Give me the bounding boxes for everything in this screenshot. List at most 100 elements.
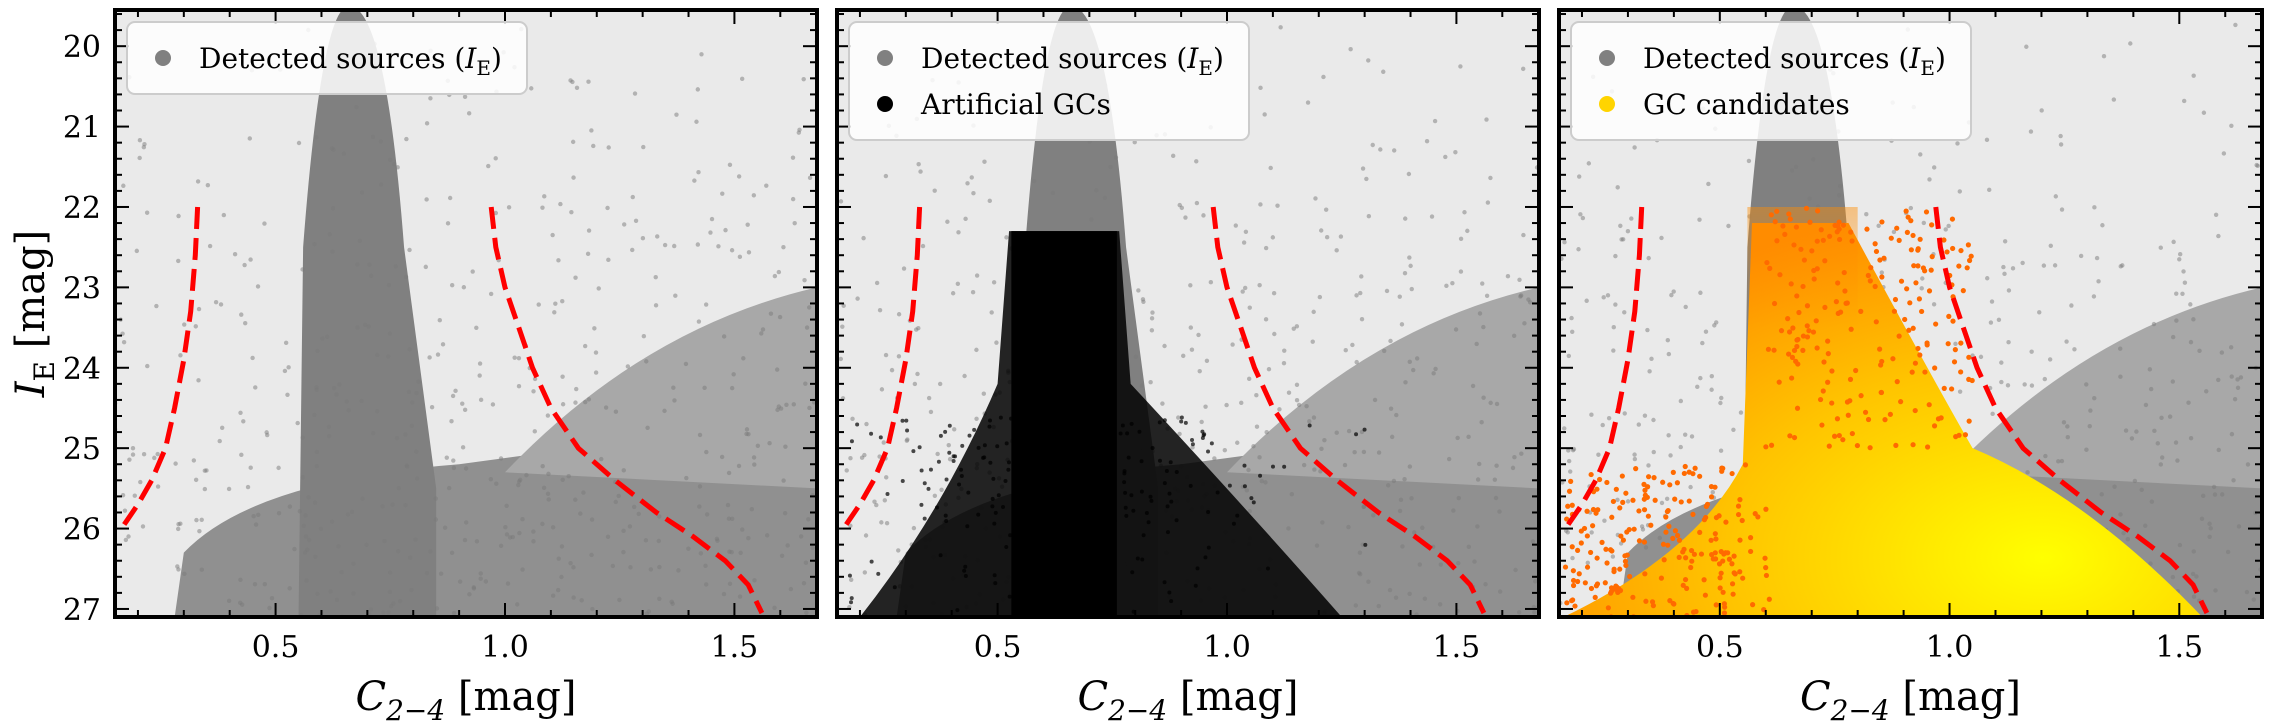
detected-source-point [1718,448,1724,453]
detected-source-point [474,325,479,330]
detected-source-point [752,578,757,583]
detected-source-point [410,400,415,405]
artificial-gc-point [1169,599,1174,604]
detected-source-point [1275,203,1280,208]
artificial-gc-point [1006,460,1011,465]
artificial-gc-point [1060,513,1065,518]
detected-source-point [512,355,517,360]
gc-candidate-point [1916,296,1922,302]
artificial-gc-point [1037,473,1042,478]
detected-source-point [1318,469,1323,474]
gc-candidate-point [1920,265,1926,271]
detected-source-point [1162,343,1167,349]
gc-candidate-point [1663,514,1669,520]
gc-candidate-point [1877,346,1883,352]
detected-source-point [1388,406,1394,411]
x-tick-label: 0.5 [252,630,300,665]
detected-source-point [1697,217,1702,222]
detected-source-point [137,138,143,143]
artificial-gc-point [1090,549,1095,554]
detected-source-point [483,579,489,584]
detected-source-point [540,521,545,527]
detected-source-point [696,169,701,175]
gc-candidate-point [1910,232,1916,239]
artificial-gc-point [1072,533,1077,538]
gc-candidate-point [1877,257,1883,263]
detected-source-point [640,236,646,241]
detected-source-point [767,441,772,446]
gc-candidate-point [1910,325,1916,331]
detected-source-point [2059,458,2065,464]
legend-marker [877,50,893,66]
artificial-gc-point [1046,544,1051,549]
detected-source-point [585,251,591,257]
gc-candidate-point [1923,209,1930,215]
detected-source-point [803,381,808,386]
detected-source-point [531,389,536,394]
detected-source-point [1576,174,1582,179]
detected-source-point [1176,415,1181,420]
detected-source-point [1619,237,1624,242]
detected-source-point [1266,366,1272,372]
detected-source-point [368,607,374,612]
detected-source-point [752,462,757,467]
x-tick-label: 1.0 [1926,630,1974,665]
detected-source-point [462,407,468,413]
detected-source-point [2170,334,2176,340]
detected-source-point [1403,380,1408,385]
detected-source-point [314,385,319,390]
detected-source-point [1985,276,1990,281]
x-axis-label: C2−4 [mag] [355,674,576,727]
detected-source-point [292,546,297,552]
detected-source-point [2061,420,2067,425]
detected-source-point [803,560,809,565]
detected-source-point [1149,328,1155,333]
detected-source-point [644,359,649,364]
detected-source-point [387,157,393,163]
detected-source-point [226,598,232,604]
gc-candidate-point [1565,503,1571,509]
gc-candidate-point [1890,356,1896,362]
detected-source-point [516,482,521,488]
artificial-gc-point [1188,483,1193,488]
artificial-gc-point [1307,423,1312,428]
detected-source-point [1359,316,1365,322]
detected-source-point [1203,404,1208,409]
artificial-gc-point [1036,467,1041,472]
detected-source-point [605,205,610,211]
artificial-gc-point [1037,417,1042,422]
detected-source-point [336,544,341,549]
detected-source-point [444,455,449,460]
gc-candidate-point [1926,288,1933,294]
legend-label: Detected sources (IE) [921,42,1224,80]
detected-source-point [2059,207,2065,212]
detected-source-point [2053,194,2058,199]
detected-source-point [1243,229,1249,234]
detected-source-point [2182,280,2188,285]
gc-candidate-point [1910,442,1916,448]
artificial-gc-point [1148,494,1153,499]
detected-source-point [493,210,499,216]
detected-source-point [2204,389,2209,394]
detected-source-point [1485,200,1491,205]
detected-source-point [416,379,421,384]
detected-source-point [946,442,951,448]
gc-candidate-point [1774,238,1780,244]
artificial-gc-point [1083,429,1088,434]
artificial-gc-point [1006,467,1011,472]
detected-source-point [176,213,181,219]
gc-candidate-point [1842,288,1848,294]
detected-source-point [1388,338,1393,344]
artificial-gc-point [1015,428,1020,433]
selection-boundary-right [1210,206,1487,615]
x-axis-label: C2−4 [mag] [1077,674,1298,727]
gc-candidate-point [1731,553,1737,559]
detected-source-point [2213,588,2218,593]
detected-source-point [792,220,797,226]
detected-source-point [1258,202,1263,207]
detected-source-point [1294,382,1300,387]
detected-source-point [380,504,385,509]
detected-source-point [1462,210,1467,215]
gc-candidate-point [1894,379,1900,385]
